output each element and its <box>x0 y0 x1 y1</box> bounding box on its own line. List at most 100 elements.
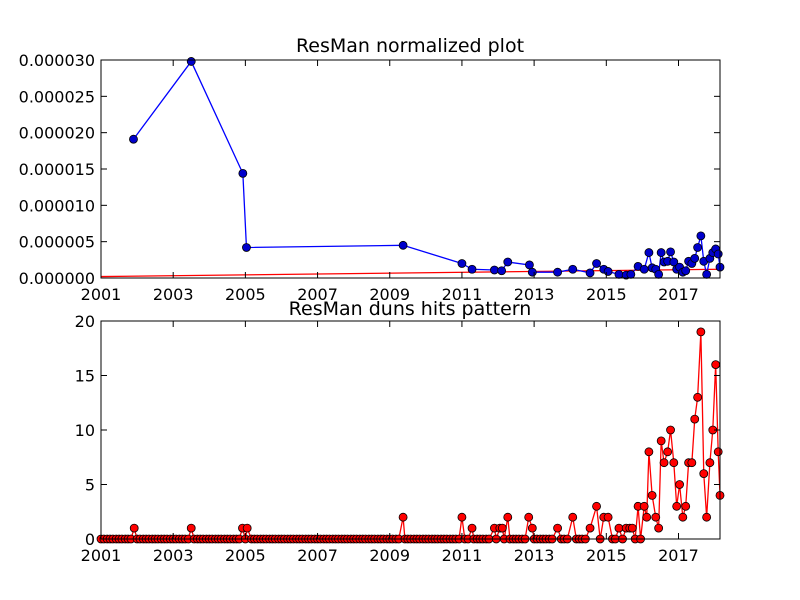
trend-line-top <box>100 268 721 278</box>
x-tick-label-top: 2001 <box>81 285 122 304</box>
data-point-top <box>490 265 499 275</box>
y-tick-label-top: 0.000030 <box>19 51 95 70</box>
data-point-bottom <box>398 512 408 522</box>
data-point-top <box>585 268 595 278</box>
data-point-bottom <box>186 523 196 533</box>
data-point-bottom <box>568 512 578 522</box>
plot-area-top <box>101 60 720 278</box>
data-point-top <box>681 266 691 276</box>
plot-frame-bottom <box>100 320 721 540</box>
y-tick-label-bottom: 5 <box>85 476 95 495</box>
data-point-top <box>527 267 537 277</box>
data-point-top <box>457 259 467 268</box>
data-point-bottom <box>654 523 664 533</box>
data-point-bottom <box>659 458 669 468</box>
data-point-bottom <box>585 523 595 533</box>
data-point-top <box>497 266 507 276</box>
data-point-top <box>614 269 624 279</box>
data-point-top <box>503 257 513 267</box>
data-point-bottom <box>644 447 654 457</box>
y-tick-label-top: 0.000000 <box>19 269 95 288</box>
data-point-bottom <box>129 523 139 533</box>
data-point-bottom <box>242 523 252 533</box>
x-tick-label-top: 2017 <box>658 285 699 304</box>
data-point-top <box>242 243 251 252</box>
data-point-top <box>467 264 477 274</box>
y-tick-label-bottom: 0 <box>85 530 95 549</box>
chart-top: ResMan normalized plot 2001 2003 2005 2007 2… <box>19 35 725 304</box>
data-point-bottom <box>699 469 709 479</box>
data-point-bottom <box>681 501 691 511</box>
data-point-top <box>626 269 636 279</box>
plot-frame-top <box>100 59 721 279</box>
data-point-bottom <box>663 447 673 457</box>
y-tick-label-top: 0.000010 <box>19 196 95 215</box>
x-tick-label-top: 2009 <box>369 285 410 304</box>
data-point-top <box>702 269 712 279</box>
data-point-top <box>238 168 248 178</box>
x-tick-label-bottom: 2005 <box>225 546 266 565</box>
data-point-bottom <box>702 512 712 522</box>
data-point-top <box>656 248 666 257</box>
x-tick-label-top: 2013 <box>514 285 555 304</box>
data-point-top <box>690 253 700 263</box>
data-point-bottom <box>713 447 723 457</box>
data-point-top <box>592 259 601 268</box>
data-point-bottom <box>672 501 682 511</box>
data-point-top <box>644 248 654 257</box>
x-tick-label-bottom: 2017 <box>658 546 699 565</box>
y-tick-label-top: 0.000015 <box>19 160 95 179</box>
data-point-bottom <box>642 512 652 522</box>
data-point-top <box>654 269 664 279</box>
data-point-bottom <box>647 490 657 500</box>
data-point-bottom <box>592 501 601 511</box>
data-point-bottom <box>675 480 684 489</box>
y-tick-label-top: 0.000025 <box>19 87 95 106</box>
data-point-bottom <box>639 501 649 511</box>
y-tick-label-bottom: 10 <box>75 421 95 440</box>
data-point-top <box>713 249 723 259</box>
data-point-bottom <box>614 523 624 533</box>
data-point-top <box>186 57 196 66</box>
data-point-top <box>525 260 534 270</box>
x-tick-label-bottom: 2009 <box>369 546 410 565</box>
data-point-top <box>693 243 703 252</box>
data-point-bottom <box>711 360 721 370</box>
data-point-bottom <box>705 458 715 468</box>
y-tick-label-top: 0.000020 <box>19 124 95 143</box>
data-point-bottom <box>656 436 666 446</box>
x-tick-label-top: 2011 <box>442 285 483 304</box>
y-tick-label-top: 0.000005 <box>19 233 95 252</box>
data-point-top <box>398 240 408 250</box>
data-point-top <box>666 247 675 257</box>
data-point-bottom <box>651 512 661 522</box>
data-point-bottom <box>603 512 613 522</box>
x-tick-label-bottom: 2013 <box>514 546 555 565</box>
data-point-top <box>639 264 649 274</box>
x-tick-label-bottom: 2003 <box>153 546 194 565</box>
x-tick-label-top: 2005 <box>225 285 266 304</box>
x-tick-label-top: 2007 <box>297 285 338 304</box>
chart-bottom: ResMan duns hits pattern 2001 2003 2005 200… <box>75 298 725 565</box>
data-point-bottom <box>467 523 477 533</box>
data-point-top <box>129 134 138 144</box>
data-point-top <box>568 264 578 274</box>
data-point-bottom <box>627 523 637 533</box>
data-point-bottom <box>687 458 697 468</box>
data-point-top <box>553 267 562 277</box>
x-tick-label-bottom: 2007 <box>297 546 338 565</box>
y-tick-label-bottom: 15 <box>75 367 95 386</box>
x-tick-label-top: 2003 <box>153 285 194 304</box>
data-point-bottom <box>666 425 675 435</box>
data-point-bottom <box>553 523 562 533</box>
data-point-bottom <box>669 458 679 468</box>
data-point-bottom <box>696 327 706 337</box>
data-point-bottom <box>693 392 703 402</box>
x-tick-label-bottom: 2011 <box>442 546 483 565</box>
plot-area-bottom <box>101 321 720 539</box>
ticks-top: 2001 2003 2005 2007 2009 2011 2013 2015 2017 0.00… <box>19 51 720 304</box>
ticks-bottom: 2001 2003 2005 2007 2009 2011 2013 2015 20170510… <box>75 312 720 565</box>
data-point-bottom <box>690 414 700 424</box>
data-point-top <box>603 267 613 276</box>
